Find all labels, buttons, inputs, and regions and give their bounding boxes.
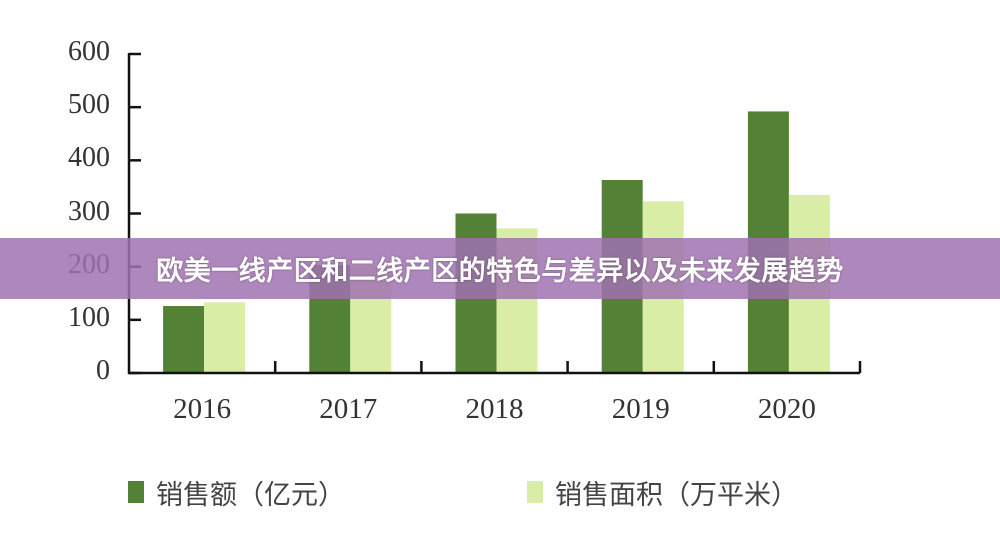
- y-tick-label: 500: [68, 89, 110, 121]
- x-tick-label: 2019: [611, 393, 670, 425]
- legend-swatch-sales: [128, 481, 144, 503]
- legend-label-area: 销售面积（万平米）: [555, 479, 798, 511]
- legend-swatch-area: [527, 481, 543, 503]
- x-tick-label: 2018: [465, 393, 524, 425]
- y-tick-label: 600: [68, 36, 110, 67]
- y-tick-label: 0: [96, 355, 110, 386]
- y-tick-label: 400: [68, 142, 110, 174]
- bar-2016-area: [204, 302, 246, 373]
- legend-item-area: 销售面积（万平米）: [527, 472, 798, 512]
- title-banner: 欧美一线产区和二线产区的特色与差异以及未来发展趋势: [0, 238, 1000, 299]
- x-tick-label: 2016: [173, 393, 232, 425]
- y-tick-label: 100: [68, 301, 110, 333]
- legend-item-sales: 销售额（亿元）: [128, 472, 345, 512]
- bar-2016-sales: [163, 306, 205, 373]
- y-tick-label: 300: [68, 195, 110, 227]
- legend-label-sales: 销售额（亿元）: [156, 479, 345, 511]
- x-tick-label: 2017: [319, 393, 378, 425]
- banner-title: 欧美一线产区和二线产区的特色与差异以及未来发展趋势: [156, 256, 844, 287]
- axes-group: [127, 52, 862, 375]
- x-tick-label: 2020: [757, 393, 816, 425]
